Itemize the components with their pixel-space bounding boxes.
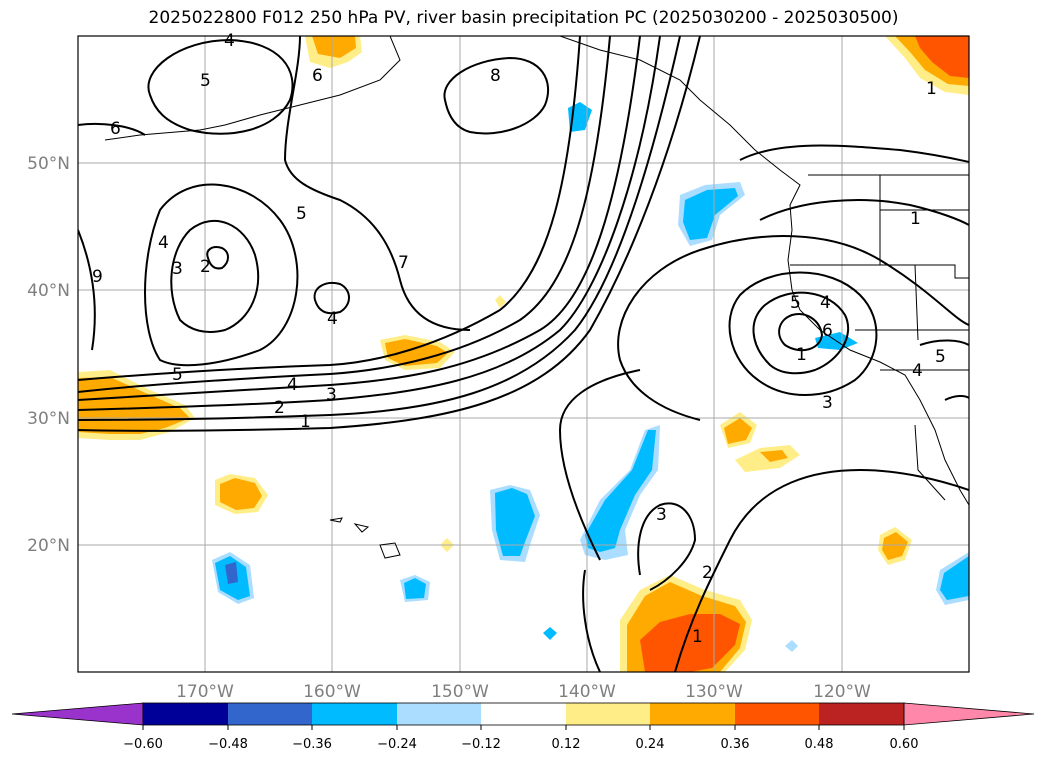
lon-label: 150°W	[431, 682, 489, 702]
lon-label: 140°W	[558, 682, 616, 702]
contour-label: 3	[326, 385, 337, 405]
colorbar-ticks	[142, 725, 905, 730]
contour-label: 8	[490, 66, 501, 86]
map-title: 2025022800 F012 250 hPa PV, river basin …	[148, 8, 899, 28]
colorbar-tick-label: 0.60	[890, 737, 919, 752]
contour-labels: 4 5 6 6 8 4 3 2 5 9 7 4 5 4 3 2 1 1 5 4 …	[92, 31, 946, 647]
contour-label: 6	[110, 119, 121, 139]
contour-label: 9	[92, 267, 103, 287]
colorbar-bin	[566, 703, 650, 725]
contour-label: 1	[796, 345, 807, 365]
colorbar-bin	[735, 703, 819, 725]
contour-label: 1	[300, 412, 311, 432]
contour-label: 2	[274, 398, 285, 418]
coastlines	[104, 36, 969, 559]
colorbar-bin	[312, 703, 397, 725]
colorbar-bin	[650, 703, 735, 725]
colorbar-tick-label: 0.36	[721, 737, 750, 752]
colorbar-high-extension	[903, 702, 1035, 726]
latitude-labels: 50°N 40°N 30°N 20°N	[27, 154, 70, 556]
colorbar-tick-label: 0.48	[805, 737, 834, 752]
graticule	[78, 36, 969, 672]
colorbar: −0.60 −0.48 −0.36 −0.24 −0.12 0.12 0.24 …	[11, 702, 1035, 752]
colorbar-tick-label: 0.12	[552, 737, 581, 752]
contour-label: 3	[172, 259, 183, 279]
colorbar-tick-label: −0.36	[292, 737, 332, 752]
contour-label: 4	[224, 31, 235, 51]
longitude-labels: 170°W 160°W 150°W 140°W 130°W 120°W	[176, 682, 871, 702]
contour-label: 4	[287, 375, 298, 395]
colorbar-tick-label: −0.60	[123, 737, 163, 752]
colorbar-frame	[142, 702, 905, 726]
colorbar-bin	[228, 703, 312, 725]
contour-label: 4	[820, 293, 831, 313]
contour-label: 6	[822, 321, 833, 341]
contour-label: 3	[822, 393, 833, 413]
lat-label: 50°N	[27, 154, 70, 174]
colorbar-tick-label: −0.12	[461, 737, 501, 752]
contour-label: 3	[656, 505, 667, 525]
contour-label: 5	[296, 204, 307, 224]
contour-label: 7	[398, 253, 409, 273]
contour-label: 1	[910, 209, 921, 229]
contour-label: 2	[702, 563, 713, 583]
contour-label: 4	[327, 309, 338, 329]
lon-label: 120°W	[813, 682, 871, 702]
colorbar-bin	[397, 703, 481, 725]
colorbar-tick-label: −0.24	[377, 737, 417, 752]
lat-label: 40°N	[27, 281, 70, 301]
colorbar-tick-label: 0.24	[636, 737, 665, 752]
colorbar-bin	[143, 703, 228, 725]
contour-label: 5	[790, 293, 801, 313]
pv-contours	[78, 36, 969, 672]
colorbar-tick-label: −0.48	[208, 737, 248, 752]
colorbar-bin	[819, 703, 904, 725]
lon-label: 130°W	[685, 682, 743, 702]
contour-label: 5	[200, 71, 211, 91]
lon-label: 160°W	[303, 682, 361, 702]
colorbar-bin	[481, 703, 566, 725]
contour-label: 2	[200, 257, 211, 277]
contour-label: 5	[935, 347, 946, 367]
contour-label: 4	[912, 361, 923, 381]
colorbar-low-extension	[11, 702, 144, 726]
contour-label: 1	[692, 627, 703, 647]
contour-label: 5	[172, 365, 183, 385]
positive-anomaly-shading	[78, 36, 969, 672]
contour-label: 1	[926, 79, 937, 99]
lon-label: 170°W	[176, 682, 234, 702]
contour-label: 4	[158, 233, 169, 253]
lat-label: 30°N	[27, 409, 70, 429]
contour-label: 6	[312, 66, 323, 86]
lat-label: 20°N	[27, 536, 70, 556]
map-frame	[77, 35, 970, 673]
